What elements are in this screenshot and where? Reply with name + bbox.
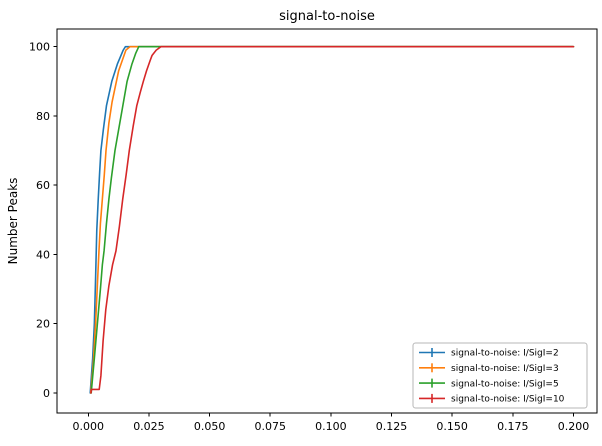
x-tick-label: 0.150	[436, 420, 468, 433]
chart-title: signal-to-noise	[279, 9, 375, 24]
plot-area: 0.000 0.025 0.050 0.075 0.100 0.125 0.150 0.175…	[29, 28, 598, 433]
legend-entry: signal-to-noise: I/SigI=10	[419, 393, 565, 405]
y-tick-label: 80	[36, 110, 50, 123]
x-tick-label: 0.075	[254, 420, 286, 433]
legend-frame	[412, 342, 588, 409]
legend-entry-label: signal-to-noise: I/SigI=2	[451, 349, 559, 359]
legend-entry: signal-to-noise: I/SigI=3	[419, 363, 559, 374]
y-tick-label: 0	[43, 387, 50, 400]
legend-entry: signal-to-noise: I/SigI=5	[419, 378, 559, 389]
legend-entry-label: signal-to-noise: I/SigI=5	[451, 379, 559, 389]
legend-entry: signal-to-noise: I/SigI=2	[419, 348, 559, 359]
legend-entry-label: signal-to-noise: I/SigI=3	[451, 364, 559, 374]
y-tick-label: 60	[36, 179, 50, 192]
legend-entry-label: signal-to-noise: I/SigI=10	[451, 395, 565, 405]
x-tick-label: 0.175	[497, 420, 529, 433]
y-tick-label: 100	[29, 41, 50, 54]
x-tick-label: 0.050	[194, 420, 226, 433]
x-tick-label: 0.100	[315, 420, 347, 433]
x-tick-label: 0.000	[73, 420, 105, 433]
y-axis-label: Number Peaks	[6, 178, 20, 265]
x-tick-label: 0.125	[376, 420, 408, 433]
y-tick-label: 40	[36, 248, 50, 261]
x-tick-label: 0.200	[558, 420, 590, 433]
x-tick-label: 0.025	[133, 420, 165, 433]
series-line-2	[89, 45, 575, 394]
y-tick-label: 20	[36, 318, 50, 331]
legend: signal-to-noise: I/SigI=2 signal-to-noise…	[412, 342, 588, 409]
series-line-3	[90, 45, 575, 394]
series-line-4	[90, 45, 575, 394]
series-line-1	[89, 45, 575, 394]
